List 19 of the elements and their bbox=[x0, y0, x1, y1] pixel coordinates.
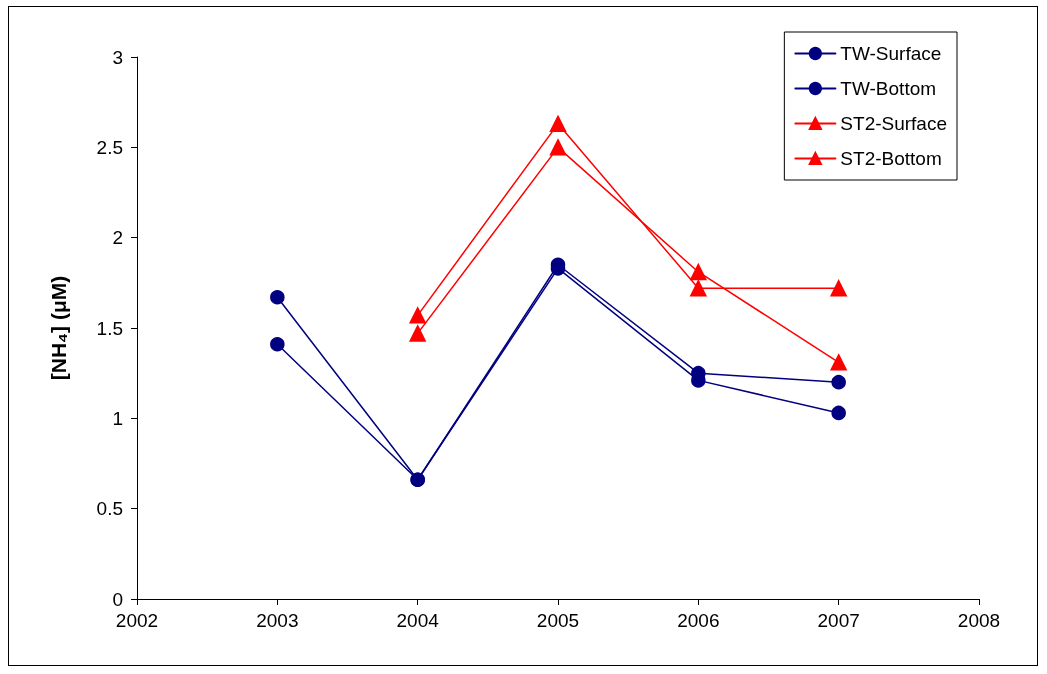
y-tick-label: 0.5 bbox=[96, 498, 123, 520]
x-tick-label: 2006 bbox=[677, 610, 720, 631]
x-tick-label: 2004 bbox=[396, 610, 440, 631]
x-tick-label: 2003 bbox=[256, 610, 299, 631]
legend-label: ST2-Bottom bbox=[840, 148, 942, 169]
x-tick-label: 2005 bbox=[536, 610, 580, 631]
y-tick-label: 1 bbox=[112, 407, 123, 429]
legend-label: TW-Surface bbox=[840, 43, 942, 64]
legend-label: TW-Bottom bbox=[840, 78, 937, 99]
y-axis-title: [NH₄] (μM) bbox=[47, 275, 70, 381]
x-tick-label: 2002 bbox=[115, 610, 159, 631]
y-tick-label: 1.5 bbox=[96, 317, 123, 339]
x-tick-label: 2008 bbox=[957, 610, 1001, 631]
y-tick-label: 0 bbox=[112, 588, 123, 610]
y-tick-label: 2.5 bbox=[96, 136, 123, 158]
y-tick-label: 3 bbox=[112, 46, 123, 68]
y-tick-label: 2 bbox=[112, 227, 123, 249]
legend-label: ST2-Surface bbox=[840, 113, 947, 134]
x-tick-label: 2007 bbox=[817, 610, 860, 631]
